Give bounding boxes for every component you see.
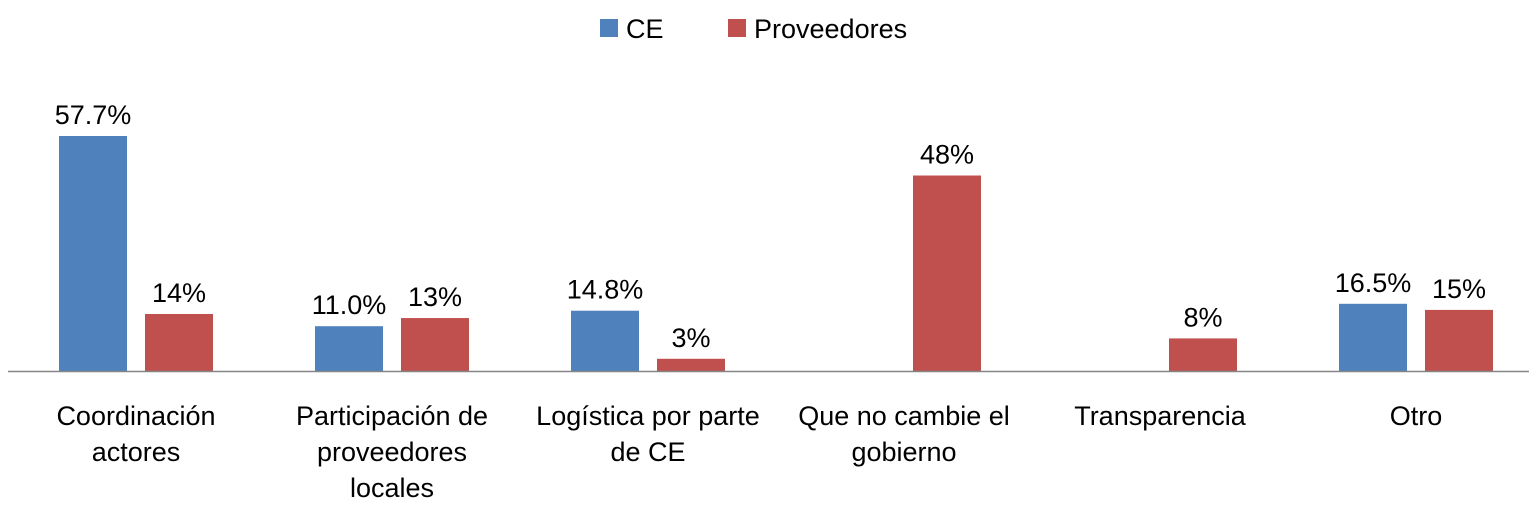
- bar: [1169, 338, 1237, 371]
- data-label: 14%: [152, 278, 206, 308]
- data-label: 13%: [408, 282, 462, 312]
- data-label: 8%: [1183, 302, 1222, 332]
- data-label: 57.7%: [55, 100, 132, 130]
- x-tick-label: Logística por parte de CE: [536, 401, 760, 467]
- data-label: 14.8%: [567, 275, 644, 305]
- bar: [315, 326, 383, 371]
- x-tick-label: Otro: [1389, 401, 1443, 431]
- bar: [401, 318, 469, 371]
- data-label: 48%: [920, 140, 974, 170]
- data-label: 15%: [1432, 274, 1486, 304]
- bar: [1339, 303, 1407, 371]
- x-tick-label: Coordinación actores: [56, 401, 216, 467]
- legend-label: CE: [626, 14, 664, 44]
- bar: [145, 313, 213, 371]
- legend-swatch: [728, 19, 746, 37]
- bar: [59, 136, 127, 371]
- x-tick-label: Participación de proveedores locales: [295, 401, 489, 503]
- x-tick-label: Que no cambie el gobierno: [798, 401, 1010, 467]
- bar: [913, 175, 981, 371]
- data-label: 3%: [671, 323, 710, 353]
- data-label: 16.5%: [1335, 268, 1412, 298]
- legend-swatch: [600, 19, 618, 37]
- bar: [571, 310, 639, 371]
- data-label: 11.0%: [312, 290, 387, 320]
- x-tick-label: Transparencia: [1074, 401, 1246, 431]
- legend-label: Proveedores: [754, 14, 907, 44]
- bar: [1425, 309, 1493, 371]
- bar: [657, 358, 725, 371]
